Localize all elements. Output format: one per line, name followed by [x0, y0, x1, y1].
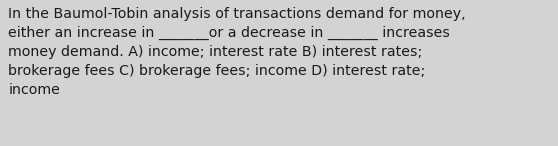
Text: In the Baumol-Tobin analysis of transactions demand for money,
either an increas: In the Baumol-Tobin analysis of transact…	[8, 7, 466, 97]
